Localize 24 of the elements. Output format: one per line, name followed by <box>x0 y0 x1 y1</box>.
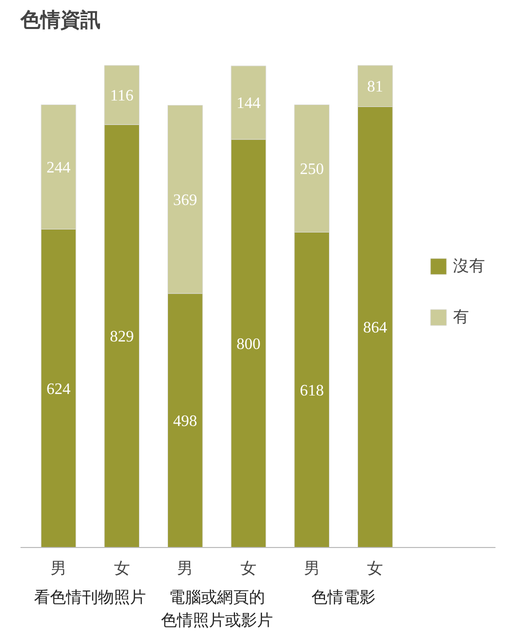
data-label: 800 <box>236 336 260 353</box>
data-label: 829 <box>110 328 134 346</box>
x-tick-label: 男 <box>304 558 320 578</box>
data-label: 498 <box>173 412 198 430</box>
legend-label: 沒有 <box>453 256 485 276</box>
data-label: 624 <box>46 380 70 398</box>
data-label: 81 <box>367 78 384 96</box>
data-label: 864 <box>363 320 388 337</box>
x-tick-label: 女 <box>240 558 256 578</box>
data-label: 250 <box>300 160 324 178</box>
x-tick-label: 女 <box>367 558 384 578</box>
data-label: 144 <box>236 95 260 112</box>
text: 看色情刊物照片 <box>34 587 146 606</box>
chart-title: 色情資訊 <box>20 8 100 32</box>
text: 色情電影 <box>312 587 376 606</box>
x-tick-label: 男 <box>177 558 194 578</box>
x-tick-label: 女 <box>114 558 130 578</box>
x-tick-label: 男 <box>50 558 66 578</box>
legend-label: 有 <box>453 306 470 328</box>
data-label: 244 <box>46 159 70 176</box>
data-label: 618 <box>300 382 324 400</box>
data-label: 369 <box>173 192 198 209</box>
text: 電腦或網頁的色情照片或影片 <box>160 587 273 630</box>
data-label: 116 <box>110 88 134 105</box>
